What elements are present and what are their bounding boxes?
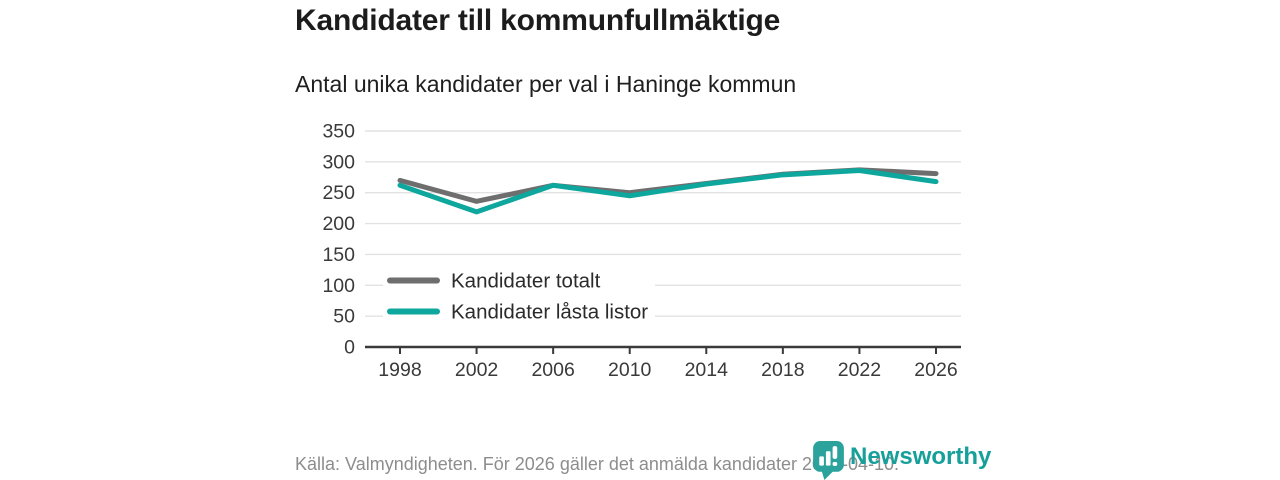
source-note: Källa: Valmyndigheten. För 2026 gäller d… — [295, 454, 900, 474]
series-lines — [397, 167, 939, 215]
x-axis-tick-label: 1998 — [378, 359, 421, 381]
series-line-kandidater-totalt — [397, 167, 939, 204]
x-axis-tick-label: 2010 — [608, 359, 652, 381]
x-axis-labels: 1998 2002 2006 2010 2014 2018 2022 2026 — [378, 359, 957, 381]
brand-logo: Newsworthy — [812, 440, 991, 480]
y-axis-tick-label: 50 — [333, 306, 355, 328]
chart-subtitle: Antal unika kandidater per val i Haninge… — [295, 71, 797, 97]
newsworthy-barchart-pin-icon — [813, 441, 844, 480]
brand-name: Newsworthy — [850, 443, 992, 470]
series-line-kandidater-l-sta-listor — [397, 167, 939, 215]
x-axis-tick-label: 2018 — [761, 359, 804, 381]
y-axis-tick-label: 300 — [322, 151, 355, 173]
line-chart: 0 50 100 150 200 250 300 350 1998 2002 2006 2010 201… — [290, 115, 980, 395]
y-axis-tick-label: 250 — [322, 182, 355, 204]
y-axis-tick-label: 150 — [322, 244, 355, 266]
y-axis-tick-label: 0 — [344, 337, 355, 359]
y-axis-tick-label: 350 — [322, 121, 355, 143]
x-axis-tick-label: 2026 — [914, 359, 957, 381]
chart-legend: Kandidater totalt Kandidater låsta listor — [383, 265, 655, 327]
x-axis — [365, 345, 961, 354]
y-axis-labels: 0 50 100 150 200 250 300 350 — [322, 121, 355, 359]
page-title: Kandidater till kommunfullmäktige — [295, 4, 781, 37]
x-axis-tick-label: 2014 — [685, 359, 729, 381]
y-axis-tick-label: 100 — [322, 275, 355, 297]
legend-label: Kandidater låsta listor — [451, 301, 648, 324]
candidates-line-chart: 0 50 100 150 200 250 300 350 1998 2002 2006 2010 201… — [322, 121, 961, 381]
y-axis-tick-label: 200 — [322, 213, 355, 235]
x-axis-tick-label: 2002 — [455, 359, 498, 381]
x-axis-tick-label: 2006 — [531, 359, 574, 381]
legend-label: Kandidater totalt — [451, 270, 601, 293]
x-axis-tick-label: 2022 — [838, 359, 881, 381]
